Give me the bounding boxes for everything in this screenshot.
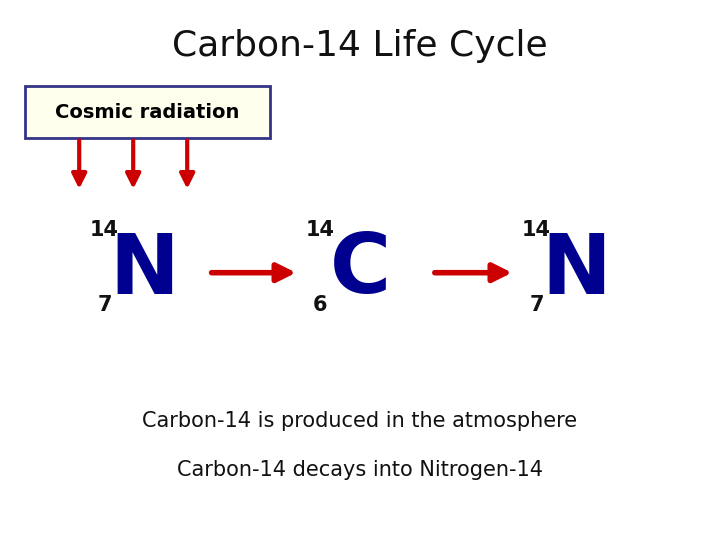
Text: Carbon-14 is produced in the atmosphere: Carbon-14 is produced in the atmosphere: [143, 411, 577, 431]
Text: Carbon-14 decays into Nitrogen-14: Carbon-14 decays into Nitrogen-14: [177, 460, 543, 480]
Text: Carbon-14 Life Cycle: Carbon-14 Life Cycle: [172, 29, 548, 63]
Text: 6: 6: [313, 295, 328, 315]
Text: N: N: [541, 230, 611, 310]
Text: 7: 7: [529, 295, 544, 315]
Text: 14: 14: [306, 219, 335, 240]
Text: N: N: [109, 230, 179, 310]
Text: 7: 7: [97, 295, 112, 315]
Text: Cosmic radiation: Cosmic radiation: [55, 103, 240, 122]
Text: 14: 14: [90, 219, 119, 240]
FancyBboxPatch shape: [25, 86, 270, 138]
Text: 14: 14: [522, 219, 551, 240]
Text: C: C: [330, 230, 390, 310]
